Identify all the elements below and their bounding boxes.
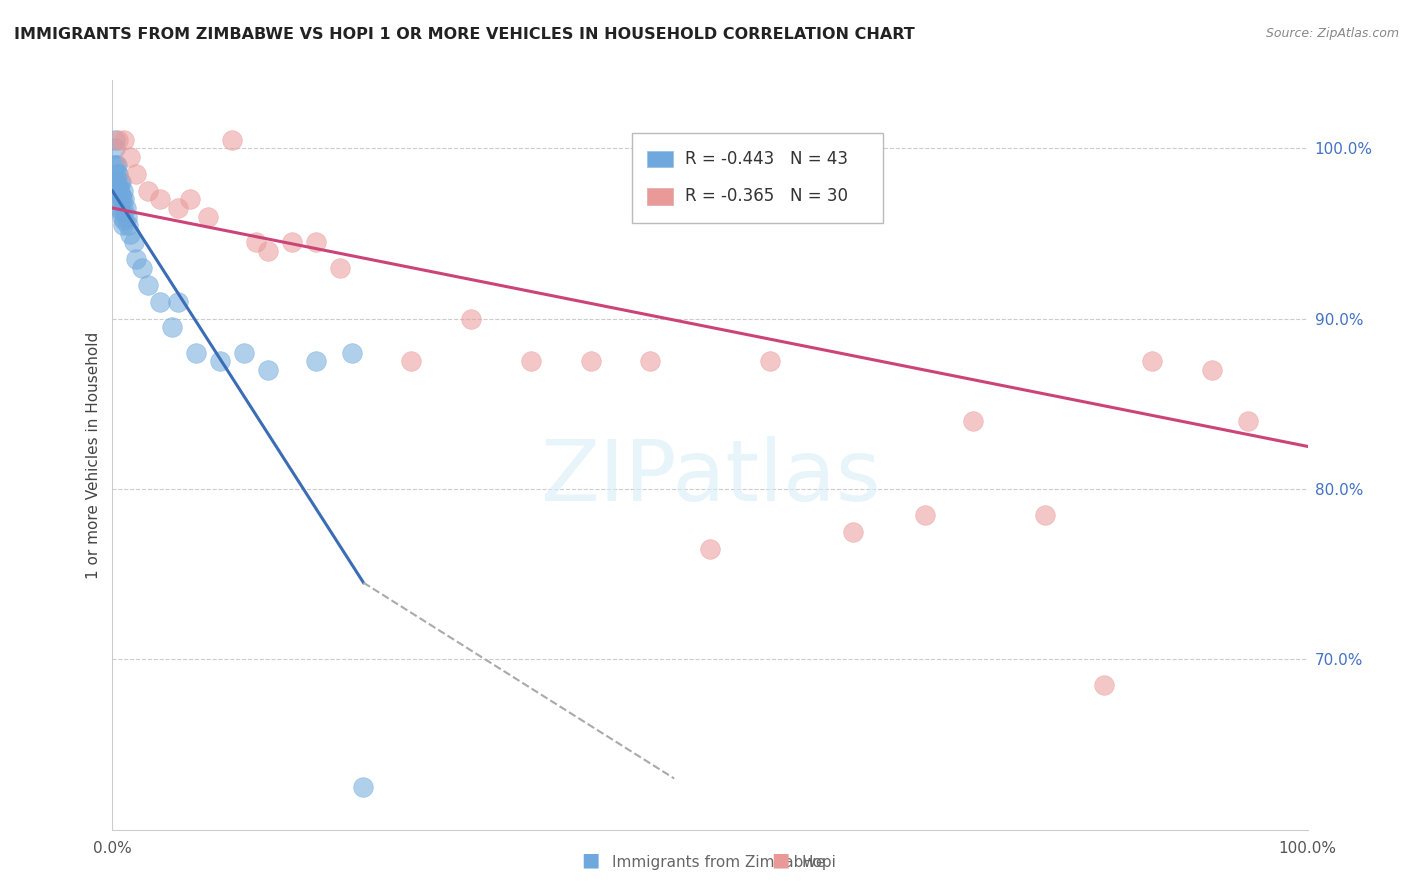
Point bbox=[340, 345, 363, 359]
Point bbox=[112, 184, 135, 198]
Point bbox=[114, 201, 136, 215]
Point bbox=[460, 311, 482, 326]
Text: Source: ZipAtlas.com: Source: ZipAtlas.com bbox=[1265, 27, 1399, 40]
Point bbox=[103, 158, 125, 172]
Text: ■: ■ bbox=[581, 851, 600, 870]
Text: ZIPatlas: ZIPatlas bbox=[540, 436, 880, 519]
Point bbox=[149, 193, 172, 207]
Point bbox=[107, 167, 129, 181]
Point bbox=[115, 210, 138, 224]
Point bbox=[114, 213, 135, 227]
Point bbox=[328, 260, 352, 275]
Point bbox=[107, 178, 129, 193]
Point bbox=[122, 235, 145, 249]
Point bbox=[1033, 508, 1056, 522]
Point bbox=[117, 218, 139, 232]
Point bbox=[221, 133, 243, 147]
Point bbox=[304, 235, 326, 249]
Point bbox=[1140, 354, 1163, 368]
Text: ■: ■ bbox=[770, 851, 790, 870]
Point bbox=[232, 345, 256, 359]
FancyBboxPatch shape bbox=[633, 133, 883, 223]
Point bbox=[962, 414, 984, 428]
Point bbox=[114, 193, 135, 207]
Point bbox=[638, 354, 662, 368]
Point bbox=[197, 210, 219, 224]
Point bbox=[520, 354, 543, 368]
FancyBboxPatch shape bbox=[647, 188, 673, 204]
Point bbox=[105, 176, 128, 190]
Point bbox=[105, 158, 128, 172]
Point bbox=[105, 158, 128, 172]
Point bbox=[104, 141, 127, 155]
Text: R = -0.443   N = 43: R = -0.443 N = 43 bbox=[685, 150, 848, 168]
Point bbox=[131, 260, 153, 275]
Point bbox=[352, 780, 374, 794]
Point bbox=[108, 176, 131, 190]
Point bbox=[167, 294, 190, 309]
Point bbox=[108, 184, 131, 198]
Point bbox=[105, 184, 128, 198]
Point bbox=[257, 363, 280, 377]
Text: IMMIGRANTS FROM ZIMBABWE VS HOPI 1 OR MORE VEHICLES IN HOUSEHOLD CORRELATION CHA: IMMIGRANTS FROM ZIMBABWE VS HOPI 1 OR MO… bbox=[14, 27, 915, 42]
Point bbox=[105, 167, 128, 181]
Point bbox=[114, 133, 135, 147]
Point bbox=[759, 354, 782, 368]
Point bbox=[125, 252, 148, 266]
Point bbox=[699, 541, 721, 556]
Point bbox=[111, 210, 134, 224]
Point bbox=[120, 150, 142, 164]
Point bbox=[842, 524, 865, 539]
Point bbox=[110, 204, 132, 219]
Point bbox=[107, 133, 129, 147]
Text: R = -0.365   N = 30: R = -0.365 N = 30 bbox=[685, 187, 848, 205]
Point bbox=[125, 167, 148, 181]
Point bbox=[304, 354, 326, 368]
Text: Immigrants from Zimbabwe: Immigrants from Zimbabwe bbox=[612, 855, 825, 870]
Point bbox=[401, 354, 423, 368]
Point bbox=[281, 235, 304, 249]
Point bbox=[138, 184, 160, 198]
Point bbox=[104, 133, 127, 147]
Point bbox=[167, 201, 190, 215]
Point bbox=[579, 354, 602, 368]
Point bbox=[162, 320, 183, 334]
Point bbox=[1237, 414, 1260, 428]
Point bbox=[186, 345, 208, 359]
Point bbox=[257, 244, 280, 258]
FancyBboxPatch shape bbox=[647, 151, 673, 167]
Point bbox=[110, 176, 132, 190]
Point bbox=[208, 354, 231, 368]
Y-axis label: 1 or more Vehicles in Household: 1 or more Vehicles in Household bbox=[86, 331, 101, 579]
Point bbox=[914, 508, 936, 522]
Point bbox=[108, 201, 131, 215]
Point bbox=[112, 201, 135, 215]
Point bbox=[112, 218, 135, 232]
Point bbox=[179, 193, 201, 207]
Point bbox=[120, 227, 142, 241]
Point bbox=[138, 277, 160, 292]
Point bbox=[110, 189, 132, 203]
Point bbox=[1092, 678, 1115, 692]
Text: Hopi: Hopi bbox=[801, 855, 837, 870]
Point bbox=[111, 193, 134, 207]
Point bbox=[105, 184, 128, 198]
Point bbox=[149, 294, 172, 309]
Point bbox=[245, 235, 267, 249]
Point bbox=[1201, 363, 1223, 377]
Point bbox=[107, 193, 129, 207]
